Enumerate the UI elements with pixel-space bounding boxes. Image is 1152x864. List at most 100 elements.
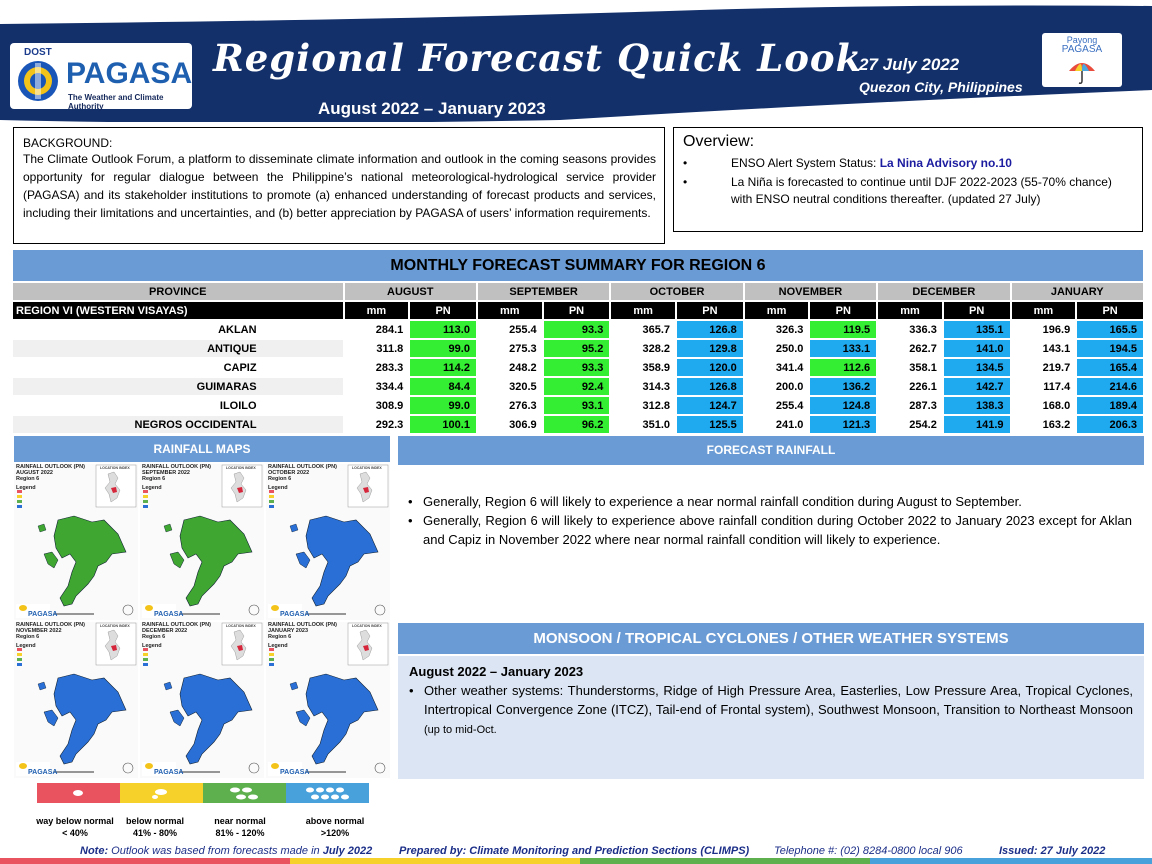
rainfall-mm-cell: 314.3 <box>642 380 671 393</box>
month-header: DECEMBER <box>878 283 1010 300</box>
legend-name: way below normal <box>36 816 114 826</box>
monsoon-period: August 2022 – January 2023 <box>409 664 584 679</box>
rainfall-mm-cell: 351.0 <box>642 418 671 431</box>
rainfall-map-panel: PAGASA RAINFALL OUTLOOK (PN) AUGUST 2022 Re… <box>14 464 138 620</box>
rainfall-maps-banner: RAINFALL MAPS <box>14 436 390 462</box>
payong-pagasa-logo: Payong PAGASA <box>1042 33 1122 87</box>
rainfall-mm-cell: 358.9 <box>642 361 671 374</box>
page-title: Regional Forecast Quick Look <box>213 36 863 80</box>
background-text: The Climate Outlook Forum, a platform to… <box>23 152 656 220</box>
pagasa-emblem-icon <box>18 61 58 101</box>
monsoon-text: Other weather systems: Thunderstorms, Ri… <box>424 683 1133 717</box>
percent-normal-cell: 189.4 <box>1077 397 1143 414</box>
logo-tagline: The Weather and Climate Authority <box>68 93 164 111</box>
rainfall-mm-cell: 328.2 <box>642 342 671 355</box>
rainfall-mm-cell: 336.3 <box>909 323 937 336</box>
rainfall-mm-cell: 248.2 <box>509 361 537 374</box>
map-month: SEPTEMBER 2022 <box>142 470 190 476</box>
payong-line2: PAGASA <box>1061 44 1103 55</box>
header-background <box>0 0 1152 122</box>
percent-normal-cell: 84.4 <box>410 378 476 395</box>
cloud-icon <box>73 790 83 796</box>
svg-text:PAGASA: PAGASA <box>28 769 57 776</box>
note-month: July 2022 <box>322 845 373 857</box>
rainfall-mm-cell: 250.0 <box>775 342 804 355</box>
map-title: RAINFALL OUTLOOK (PN) DECEMBER 2022 Region… <box>142 622 211 649</box>
rainfall-mm-cell: 262.7 <box>909 342 937 355</box>
region6-map: PAGASA <box>268 622 389 776</box>
percent-normal-cell: 133.1 <box>810 340 877 357</box>
percent-normal-cell: 93.3 <box>543 359 610 376</box>
map-title-prefix: RAINFALL OUTLOOK (PN) <box>268 622 337 628</box>
header: DOST PAGASA The Weather and Climate Auth… <box>0 0 1152 122</box>
rainfall-mm-cell: 320.5 <box>509 380 537 393</box>
forecast-rainfall-banner: FORECAST RAINFALL <box>398 436 1144 465</box>
location-index-label: LOCATION INDEX <box>100 624 130 628</box>
logo-name-text: PAGASA <box>66 57 193 90</box>
pn-header: PN <box>543 302 610 319</box>
map-region: Region 6 <box>268 634 292 640</box>
forecast-table: PROVINCE AUGUST SEPTEMBER OCTOBER NOVEMB… <box>11 281 1145 435</box>
map-title: RAINFALL OUTLOOK (PN) SEPTEMBER 2022 Regio… <box>142 464 211 491</box>
note-label: Note: <box>80 845 109 857</box>
map-region: Region 6 <box>142 634 166 640</box>
rainfall-mm-cell: 358.1 <box>909 361 937 374</box>
map-title: RAINFALL OUTLOOK (PN) AUGUST 2022 Region 6… <box>16 464 85 491</box>
rainfall-legend-labels: way below normal < 40% below normal 41% - … <box>25 815 385 845</box>
legend-below-swatch <box>120 783 203 803</box>
percent-normal-cell: 194.5 <box>1077 340 1143 357</box>
rainfall-mm-cell: 168.0 <box>1042 399 1071 412</box>
map-region: Region 6 <box>268 476 292 482</box>
rainfall-mm-cell: 219.7 <box>1042 361 1071 374</box>
monsoon-body: August 2022 – January 2023 Other weather… <box>398 656 1144 779</box>
month-header: OCTOBER <box>611 283 743 300</box>
map-legend-word: Legend <box>16 643 36 649</box>
percent-normal-cell: 141.0 <box>943 340 1010 357</box>
heavy-rain-clouds-icon <box>306 787 349 800</box>
issued-date: Issued: 27 July 2022 <box>999 845 1106 857</box>
map-legend-word: Legend <box>142 643 162 649</box>
overview-box: Overview: ENSO Alert System Status: La N… <box>673 127 1143 232</box>
percent-normal-cell: 125.5 <box>677 416 743 433</box>
monsoon-bullet: Other weather systems: Thunderstorms, Ri… <box>409 681 1133 740</box>
legend-name: below normal <box>125 816 184 826</box>
svg-text:PAGASA: PAGASA <box>28 611 57 618</box>
rainfall-map-panel: PAGASA RAINFALL OUTLOOK (PN) SEPTEMBER 202… <box>140 464 264 620</box>
map-title-prefix: RAINFALL OUTLOOK (PN) <box>268 464 337 470</box>
legend-name: above normal <box>305 816 365 826</box>
table-row: ILOILO 308.9 99.0 276.3 93.1 312.8 124.7 255.4 1… <box>13 397 1143 414</box>
percent-normal-cell: 100.1 <box>410 416 476 433</box>
rainfall-map-panel: PAGASA RAINFALL OUTLOOK (PN) DECEMBER 2022… <box>140 622 264 778</box>
map-month: OCTOBER 2022 <box>268 470 310 476</box>
map-legend-word: Legend <box>268 485 288 491</box>
map-title: RAINFALL OUTLOOK (PN) JANUARY 2023 Region … <box>268 622 337 649</box>
table-row: CAPIZ 283.3 114.2 248.2 93.3 358.9 120.0 341.4 1… <box>13 359 1143 376</box>
percent-normal-cell: 206.3 <box>1077 416 1143 433</box>
mm-header: mm <box>1011 302 1076 319</box>
legend-range: 41% - 80% <box>132 828 178 838</box>
forecast-bullet: Generally, Region 6 will likely to exper… <box>408 511 1132 549</box>
rainfall-map-panel: PAGASA RAINFALL OUTLOOK (PN) JANUARY 2023 R… <box>266 622 390 778</box>
issue-date: 27 July 2022 <box>859 55 960 74</box>
percent-normal-cell: 114.2 <box>410 359 476 376</box>
table-row: ANTIQUE 311.8 99.0 275.3 95.2 328.2 129.8 250.0… <box>13 340 1143 357</box>
percent-normal-cell: 121.3 <box>810 416 877 433</box>
rainfall-mm-cell: 255.4 <box>509 323 537 336</box>
mm-header: mm <box>878 302 942 319</box>
province-name: CAPIZ <box>223 361 257 374</box>
forecast-rainfall-text: Generally, Region 6 will likely to exper… <box>398 492 1144 549</box>
percent-normal-cell: 124.8 <box>810 397 877 414</box>
payong-line1: Payong <box>1066 35 1098 45</box>
pn-header: PN <box>943 302 1010 319</box>
map-month: NOVEMBER 2022 <box>16 628 62 634</box>
location-index-label: LOCATION INDEX <box>100 466 130 470</box>
prepared-by: Prepared by: Climate Monitoring and Pred… <box>399 845 750 857</box>
rain-cloud-icon <box>152 789 167 799</box>
svg-text:PAGASA: PAGASA <box>154 611 183 618</box>
location-index-label: LOCATION INDEX <box>352 466 382 470</box>
legend-label: way below normal < 40% <box>25 815 125 839</box>
overview-item-lanina: La Niña is forecasted to continue until … <box>683 174 1133 208</box>
legend-range: >120% <box>320 828 350 838</box>
rainfall-mm-cell: 308.9 <box>375 399 404 412</box>
svg-text:PAGASA: PAGASA <box>280 769 309 776</box>
